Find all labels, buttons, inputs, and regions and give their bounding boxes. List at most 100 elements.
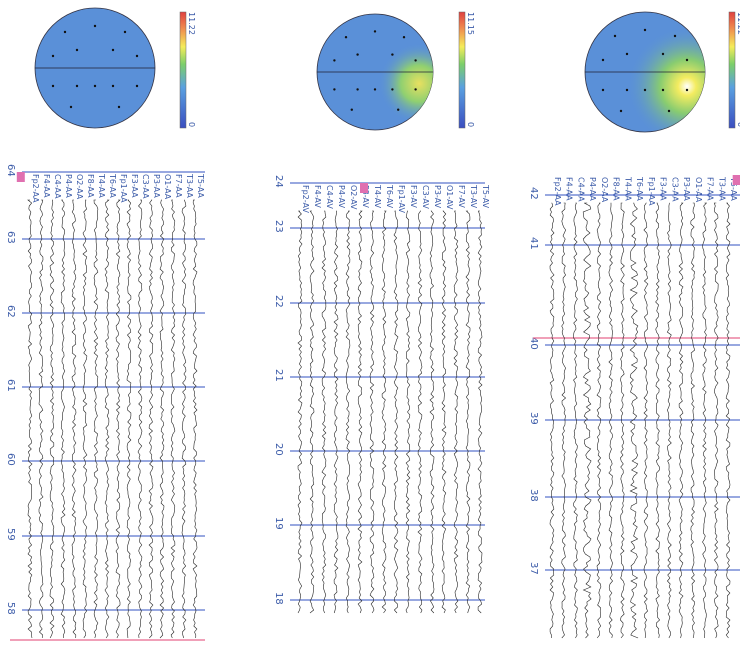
eeg-trace [182,200,186,638]
colorbar-min: 0 [466,122,475,127]
channel-label: F7-AV [457,185,466,208]
channel-label: C3-AA [670,177,679,202]
channel-label: T5-AV [481,184,490,209]
channel-label: P3-AA [682,177,691,201]
colorbar [729,12,735,128]
electrode [76,49,78,51]
channel-label: P3-AV [433,185,442,209]
eeg-trace [116,200,120,638]
eeg-trace [28,200,32,638]
time-label: 19 [273,517,284,530]
channel-label: Fp1-AV [397,185,406,213]
channel-label: T6-AA [108,173,117,198]
time-label: 23 [273,220,284,233]
channel-label: T6-AV [385,184,394,209]
electrode [345,36,347,38]
electrode [644,89,646,91]
colorbar-max: 11.15 [466,12,475,35]
colorbar-max: 11.22 [736,12,740,35]
event-marker [17,172,25,182]
channel-label: P4-AV [337,185,346,209]
electrode [414,88,416,90]
channel-label: F3-AA [659,177,668,201]
eeg-trace [83,200,87,638]
electrode [70,106,72,108]
channel-label: C4-AV [325,185,334,209]
colorbar-min: 0 [736,122,740,127]
panel: 11.220424140393837Fp2-AAF4-AAC4-AAP4-AAO… [528,12,740,638]
eeg-trace [160,200,164,638]
eeg-trace [171,200,175,638]
electrode [674,35,676,37]
electrode [403,36,405,38]
channel-label: F4-AA [565,177,574,201]
channel-label: O1-AA [163,174,172,200]
channel-label: Fp1-AA [647,177,656,206]
eeg-trace [72,200,76,638]
electrode [136,85,138,87]
time-label: 62 [5,305,16,318]
time-label: 21 [273,369,284,382]
channel-label: T5-AA [196,173,205,198]
eeg-trace [418,211,422,613]
eeg-trace [358,211,362,613]
eeg-trace [39,200,43,638]
eeg-trace [127,200,131,638]
eeg-trace [406,211,410,613]
eeg-trace [149,200,153,638]
electrode [333,88,335,90]
channel-label: Fp1-AA [119,174,128,203]
electrode [391,53,393,55]
channel-label: T3-AA [717,176,726,201]
electrode [662,53,664,55]
eeg-trace [50,200,54,638]
colorbar-max: 11.22 [187,12,196,35]
eeg-trace [382,211,386,613]
eeg-trace [322,211,326,613]
time-label: 61 [5,379,16,392]
eeg-trace [454,211,458,613]
channel-label: C4-AA [53,174,62,199]
electrode [356,88,358,90]
time-label: 42 [528,187,539,200]
electrode [112,49,114,51]
time-label: 64 [5,164,16,177]
channel-label: T6-AA [635,176,644,201]
time-label: 39 [528,412,539,425]
channel-label: F7-AA [706,177,715,201]
eeg-trace [298,211,302,613]
time-label: 41 [528,237,539,250]
time-label: 18 [273,592,284,605]
time-label: 22 [273,295,284,308]
channel-label: T4-AA [97,173,106,198]
eeg-trace [310,211,314,613]
electrode [626,89,628,91]
electrode [397,109,399,111]
event-marker [360,183,368,193]
eeg-trace [346,211,350,613]
eeg-trace [94,200,98,638]
channel-label: T3-AA [185,173,194,198]
eeg-trace [370,211,374,613]
channel-label: O2-AV [349,185,358,210]
channel-label: O2-AA [75,174,84,200]
time-label: 59 [5,528,16,541]
eeg-trace [193,200,197,638]
channel-label: Fp2-AA [553,177,562,206]
channel-label: C3-AA [141,174,150,199]
eeg-trace [466,211,470,613]
electrode [52,55,54,57]
electrode [351,109,353,111]
eeg-trace [478,211,482,613]
channel-label: F4-AA [42,174,51,198]
electrode [602,59,604,61]
channel-label: Fp2-AV [301,185,310,213]
electrode [686,59,688,61]
channel-label: F4-AV [313,185,322,208]
channel-label: F8-AA [612,177,621,201]
channel-label: C3-AV [421,185,430,209]
channel-label: O2-AA [600,177,609,203]
channel-label: T3-AV [469,184,478,209]
